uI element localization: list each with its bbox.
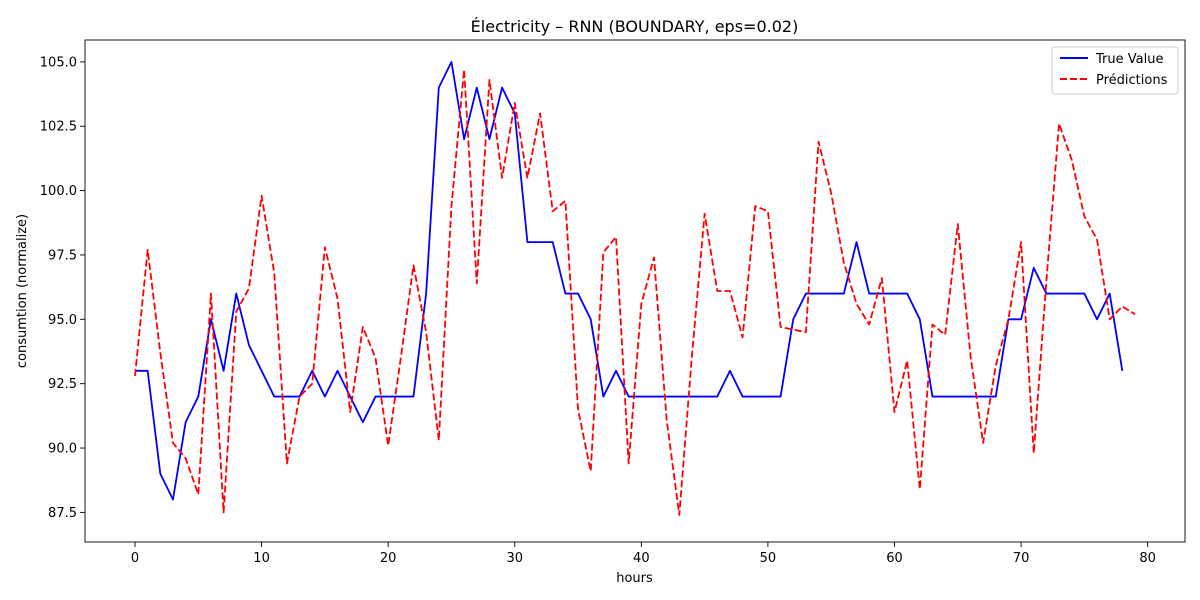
y-tick-label: 105.0 bbox=[40, 55, 77, 70]
y-tick-label: 100.0 bbox=[40, 184, 77, 199]
plot-frame bbox=[84, 39, 1186, 543]
y-axis-label: consumtion (normalize) bbox=[15, 214, 30, 368]
x-axis-label: hours bbox=[616, 571, 653, 586]
series-line-true-value bbox=[135, 60, 1124, 501]
plot-series bbox=[134, 60, 1136, 516]
chart-title: Électricity – RNN (BOUNDARY, eps=0.02) bbox=[471, 17, 799, 36]
legend-label-true-value: True Value bbox=[1095, 52, 1163, 67]
series-line-predictions bbox=[134, 68, 1136, 516]
x-tick-label: 10 bbox=[253, 551, 270, 566]
x-tick-label: 70 bbox=[1013, 551, 1030, 566]
x-axis-ticks: 0 10 20 30 40 50 60 70 80 bbox=[131, 542, 1156, 566]
x-tick-label: 50 bbox=[760, 551, 777, 566]
x-tick-label: 60 bbox=[886, 551, 903, 566]
x-tick-label: 30 bbox=[506, 551, 523, 566]
legend: True Value Prédictions bbox=[1051, 46, 1179, 95]
x-tick-label: 20 bbox=[380, 551, 397, 566]
y-tick-label: 97.5 bbox=[48, 248, 77, 263]
y-tick-label: 92.5 bbox=[48, 377, 77, 392]
y-tick-label: 95.0 bbox=[48, 313, 77, 328]
y-axis-ticks: 87.5 90.0 92.5 95.0 97.5 100.0 102.5 105.0 bbox=[40, 55, 85, 521]
y-tick-label: 90.0 bbox=[48, 442, 77, 457]
x-tick-label: 0 bbox=[131, 551, 139, 566]
x-tick-label: 40 bbox=[633, 551, 650, 566]
y-tick-label: 87.5 bbox=[48, 506, 77, 521]
x-tick-label: 80 bbox=[1139, 551, 1156, 566]
legend-label-predictions: Prédictions bbox=[1096, 73, 1168, 88]
y-tick-label: 102.5 bbox=[40, 120, 77, 135]
